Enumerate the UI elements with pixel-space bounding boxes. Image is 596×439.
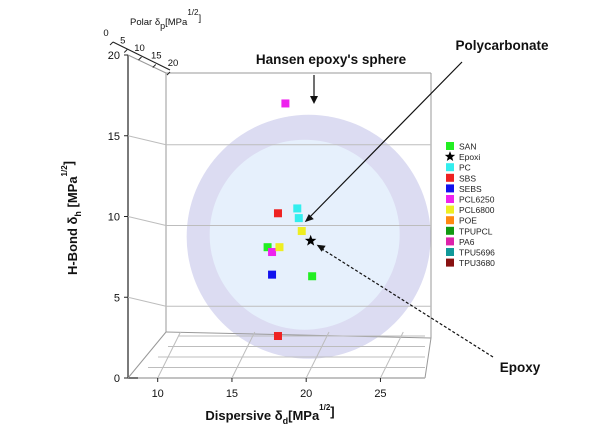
z-tick-label: 10: [134, 43, 145, 54]
legend-label-pcl6250: PCL6250: [459, 195, 495, 205]
legend-label-poe: POE: [459, 216, 477, 226]
y-axis-title: H-Bond δh [MPa1/2]: [60, 161, 83, 275]
x-tick-label: 10: [152, 388, 164, 400]
y-tick-label: 20: [108, 50, 120, 62]
legend-label-tpupcl: TPUPCL: [459, 226, 493, 236]
axis-titles: Dispersive δd[MPa1/2] H-Bond δh [MPa1/2] P…: [60, 8, 335, 426]
polycarbonate-arrowhead: [304, 214, 314, 223]
y-tick-label: 15: [108, 131, 120, 143]
hansen-sphere: [186, 114, 431, 359]
legend: SANEpoxiPCSBSSEBSPCL6250PCL6800POETPUPCL…: [444, 142, 495, 268]
z-tick-label: 20: [168, 58, 179, 69]
legend-marker-poe: [446, 216, 454, 225]
x-axis-title: Dispersive δd[MPa1/2]: [205, 403, 334, 426]
legend-marker-epoxi: [444, 151, 456, 161]
z-tick-label: 5: [120, 36, 125, 47]
tick-labels: 0 5 10 15 20 10 15 20 25 0 5 10 15 20: [103, 28, 386, 400]
sphere-label: Hansen epoxy's sphere: [256, 52, 407, 67]
point-pcl6800: [275, 243, 284, 252]
z-tick-mark: [109, 41, 114, 46]
legend-label-tpu3680: TPU3680: [459, 258, 495, 268]
legend-label-san: SAN: [459, 142, 476, 152]
grid-line: [157, 331, 181, 379]
grid-line: [127, 296, 167, 307]
z-axis-line: [112, 41, 171, 71]
box-edge: [127, 331, 167, 379]
gridlines: [127, 135, 431, 379]
box-edge: [165, 331, 432, 339]
legend-marker-san: [446, 142, 454, 150]
legend-marker-sebs: [446, 184, 454, 193]
epoxy-arrow: [321, 248, 494, 358]
legend-marker-tpupcl: [446, 226, 454, 235]
grid-line: [380, 331, 404, 379]
grid-line: [127, 135, 167, 146]
legend-marker-pa6: [446, 237, 454, 246]
legend-marker-pcl6250: [446, 195, 454, 203]
point-pc: [293, 204, 302, 213]
point-sbs: [273, 332, 282, 341]
x-tick-label: 15: [226, 388, 238, 400]
x-tick-label: 20: [300, 388, 312, 400]
legend-label-pcl6800: PCL6800: [459, 205, 495, 215]
z-tick-label: 15: [151, 51, 162, 62]
z-tick-label: 0: [103, 28, 108, 39]
legend-label-tpu5696: TPU5696: [459, 248, 495, 258]
legend-label-sbs: SBS: [459, 173, 476, 183]
point-san: [263, 243, 272, 252]
annotations: Hansen epoxy's sphere Polycarbonate Epoxy: [256, 38, 549, 375]
grid-line: [305, 331, 330, 379]
z-tick-mark: [152, 64, 157, 68]
epoxy-arrowhead: [316, 244, 326, 252]
legend-marker-pc: [446, 163, 454, 172]
legend-label-pa6: PA6: [459, 237, 475, 247]
z-tick-mark: [123, 49, 128, 53]
legend-label-epoxi: Epoxi: [459, 152, 480, 162]
point-sebs: [268, 270, 277, 279]
box-edge: [424, 337, 432, 379]
epoxy-label: Epoxy: [500, 360, 541, 375]
y-tick-label: 5: [114, 292, 120, 304]
polycarbonate-arrow: [308, 61, 463, 219]
x-tick-label: 25: [374, 388, 386, 400]
point-pc: [294, 214, 303, 223]
point-pcl6250: [281, 99, 290, 108]
legend-marker-pcl6800: [446, 205, 454, 214]
legend-marker-tpu3680: [446, 258, 454, 267]
legend-label-sebs: SEBS: [459, 184, 482, 194]
point-pcl6800: [297, 227, 306, 236]
legend-marker-tpu5696: [446, 248, 454, 256]
y-tick-label: 10: [108, 212, 120, 224]
z-tick-mark: [138, 56, 142, 61]
polycarbonate-label: Polycarbonate: [455, 38, 549, 53]
data-points: [263, 99, 317, 341]
point-epoxi: [304, 234, 317, 246]
grid-line: [231, 331, 256, 379]
legend-marker-sbs: [446, 173, 454, 182]
sphere-arrowhead: [310, 96, 318, 104]
z-axis-title: Polar δp[MPa1/2]: [130, 8, 201, 31]
grid-line: [127, 216, 167, 226]
point-sbs: [273, 209, 282, 218]
y-tick-label: 0: [114, 373, 120, 385]
box-edge: [127, 54, 167, 74]
point-pcl6250: [268, 248, 277, 257]
legend-label-pc: PC: [459, 163, 471, 173]
z-tick-mark: [166, 71, 171, 76]
point-san: [308, 272, 317, 281]
